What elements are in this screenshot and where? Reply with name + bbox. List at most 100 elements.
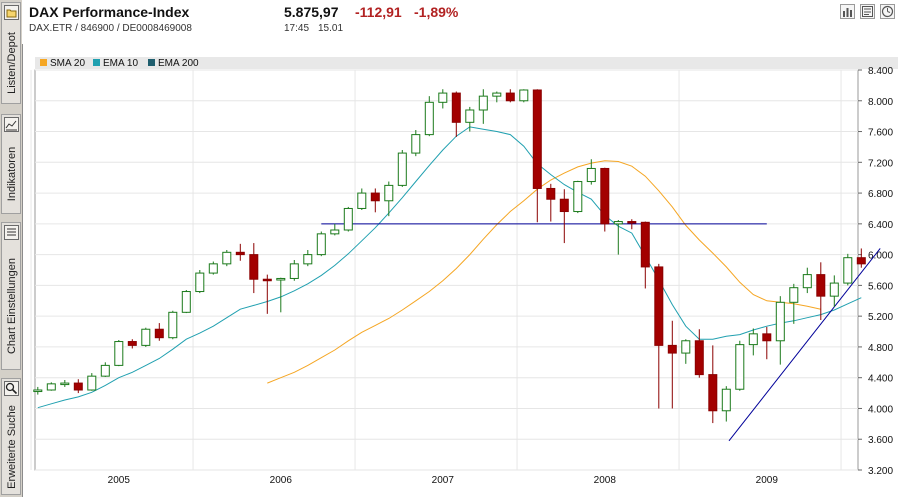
last-price: 5.875,97 xyxy=(284,4,339,20)
candle-body xyxy=(762,333,772,342)
y-tick-label: 8.000 xyxy=(868,97,893,108)
news-button[interactable] xyxy=(860,4,875,19)
price-change-percent: -1,89% xyxy=(414,4,459,20)
candle-body xyxy=(411,134,421,154)
candle-body xyxy=(357,192,367,209)
candle-body xyxy=(802,274,812,289)
candle-body xyxy=(546,187,556,200)
legend-item-ema10: EMA 10 xyxy=(93,58,138,69)
sidebar: Listen/Depot Indikatoren Chart Einstellu… xyxy=(0,0,23,497)
legend-swatch xyxy=(40,59,47,66)
candle-body xyxy=(613,221,623,225)
candle-body xyxy=(438,92,448,103)
candle-body xyxy=(789,287,799,303)
sidebar-tab-chart-einstellungen[interactable]: Chart Einstellungen xyxy=(1,222,21,370)
bar-chart-button[interactable] xyxy=(840,4,855,19)
chart-icon xyxy=(4,117,19,132)
folder-icon xyxy=(4,5,19,20)
candle-body xyxy=(276,277,286,281)
candle-body xyxy=(262,278,272,282)
y-tick-label: 6.400 xyxy=(868,220,893,231)
clock-icon xyxy=(881,5,894,18)
candle-body xyxy=(195,272,205,293)
legend-swatch xyxy=(93,59,100,66)
legend-label: EMA 10 xyxy=(103,58,139,69)
candle-body xyxy=(465,109,475,123)
candle-body xyxy=(451,92,461,123)
candle-body xyxy=(33,389,43,393)
legend-swatch xyxy=(148,59,155,66)
quote-header: DAX Performance-Index DAX.ETR / 846900 /… xyxy=(22,0,898,44)
trend-line xyxy=(728,248,881,442)
series-line-sma20 xyxy=(267,160,821,384)
candle-body xyxy=(127,341,137,346)
clock-button[interactable] xyxy=(880,4,895,19)
y-tick-label: 6.000 xyxy=(868,251,893,262)
candle-body xyxy=(141,328,151,346)
candle-body xyxy=(424,101,434,136)
candle-body xyxy=(384,184,394,202)
news-icon xyxy=(862,6,873,17)
candle-body xyxy=(60,382,70,386)
candle-body xyxy=(181,291,191,313)
candle-body xyxy=(681,340,691,354)
magnifier-icon xyxy=(4,381,19,396)
candle-body xyxy=(100,364,110,377)
candle-body xyxy=(154,328,164,339)
y-tick-label: 7.200 xyxy=(868,158,893,169)
candle-body xyxy=(600,167,610,225)
sidebar-tab-erweiterte-suche[interactable]: Erweiterte Suche xyxy=(1,378,21,495)
legend-label: SMA 20 xyxy=(50,58,86,69)
sidebar-tab-indikatoren[interactable]: Indikatoren xyxy=(1,114,21,214)
candle-body xyxy=(721,388,731,412)
candle-body xyxy=(343,207,353,231)
candle-body xyxy=(505,92,515,102)
candle-body xyxy=(667,344,677,354)
candle-body xyxy=(87,375,97,391)
candle-body xyxy=(316,233,326,256)
candle-body xyxy=(289,263,299,279)
y-tick-label: 7.600 xyxy=(868,128,893,139)
price-change: -112,91 xyxy=(355,4,402,20)
plot-area xyxy=(34,69,859,471)
candle-body xyxy=(573,181,583,213)
series-line-ema10 xyxy=(37,126,862,409)
candle-body xyxy=(478,95,488,111)
candle-body xyxy=(168,311,178,339)
y-tick-label: 3.600 xyxy=(868,435,893,446)
y-tick-label: 4.000 xyxy=(868,404,893,415)
candle-body xyxy=(73,382,83,391)
y-tick-label: 5.600 xyxy=(868,281,893,292)
candle-body xyxy=(114,341,124,366)
candle-body xyxy=(532,89,542,189)
candle-body xyxy=(208,263,218,274)
candle-body xyxy=(829,282,839,297)
candle-body xyxy=(735,344,745,390)
candle-body xyxy=(694,340,704,376)
list-icon xyxy=(4,225,19,240)
legend-item-ema200: EMA 200 xyxy=(148,58,199,69)
candle-body xyxy=(654,266,664,346)
x-tick-label: 2008 xyxy=(594,475,617,486)
candle-body xyxy=(775,301,785,342)
y-tick-label: 5.200 xyxy=(868,312,893,323)
candle-body xyxy=(235,251,245,256)
candle-body xyxy=(586,167,596,183)
candle-body xyxy=(843,257,853,284)
candle-body xyxy=(249,254,259,280)
y-tick-label: 3.200 xyxy=(868,466,893,477)
candle-body xyxy=(46,383,56,391)
candle-body xyxy=(748,333,758,346)
instrument-title: DAX Performance-Index xyxy=(29,4,190,20)
chart-legend: SMA 20 EMA 10 EMA 200 xyxy=(35,57,898,69)
y-tick-label: 4.400 xyxy=(868,374,893,385)
sidebar-tab-listen-depot[interactable]: Listen/Depot xyxy=(1,2,21,104)
y-tick-label: 8.400 xyxy=(868,66,893,77)
candle-body xyxy=(627,221,637,224)
candle-body xyxy=(370,192,380,202)
quote-time: 17:45 xyxy=(284,23,310,34)
x-tick-label: 2005 xyxy=(108,475,131,486)
candle-body xyxy=(492,92,502,97)
candle-body xyxy=(519,89,529,102)
